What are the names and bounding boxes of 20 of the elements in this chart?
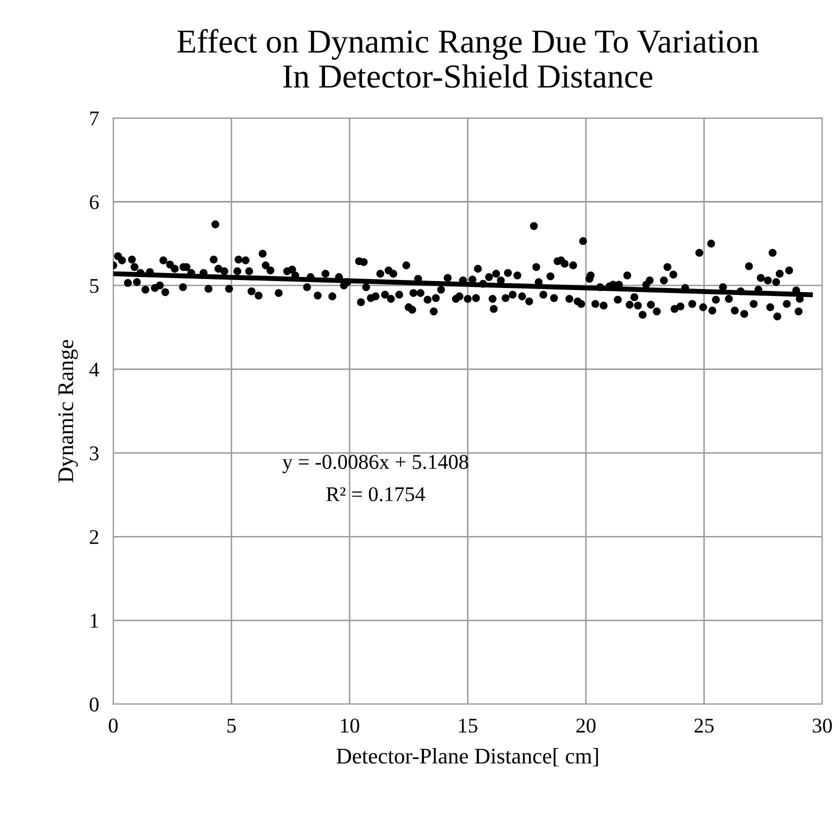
annotation: R² = 0.1754 [326,487,426,502]
x-tick-label: 5 [227,718,236,733]
y-tick-label: 0 [90,697,99,712]
y-tick-label: 1 [90,614,98,628]
x-tick-label: 20 [576,718,596,733]
x-tick-label: 15 [459,718,478,733]
x-tick-label: 30 [812,718,832,733]
y-tick-label: 2 [90,530,98,544]
y-tick-label: 7 [90,112,99,126]
chart-title: Effect on Dynamic Range Due To Variation In Detector-Shield Distance [177,29,759,88]
y-tick-label: 5 [90,279,99,293]
x-tick-label: 0 [108,718,118,733]
annotation: y = -0.0086x + 5.1408 [282,454,468,474]
x-axis-title: Detector-Plane Distance[ cm] [336,748,598,766]
y-axis-title: Dynamic Range [58,340,78,482]
x-tick-label: 10 [341,718,360,733]
y-tick-label: 3 [90,446,99,460]
x-tick-label: 25 [694,718,714,733]
y-tick-label: 6 [90,195,99,210]
y-tick-label: 4 [89,362,100,376]
